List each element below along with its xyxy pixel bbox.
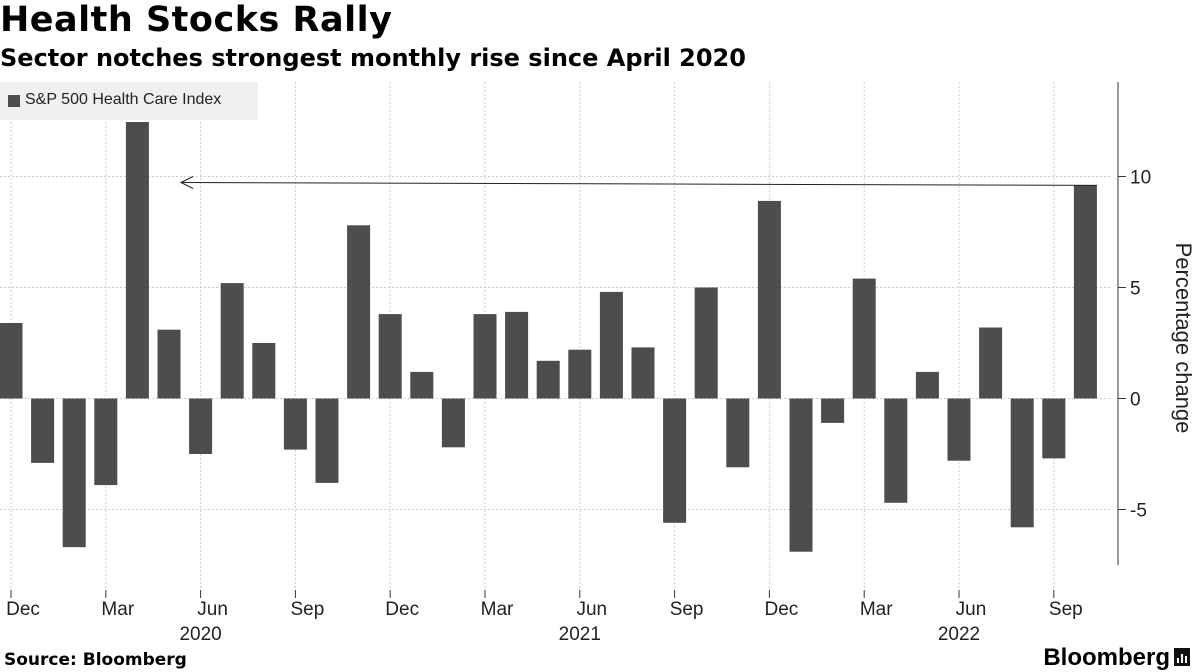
bar <box>220 283 244 399</box>
bar <box>347 225 371 399</box>
bar <box>1042 398 1066 459</box>
bar <box>757 200 781 399</box>
bar <box>410 371 434 399</box>
bar <box>283 398 307 450</box>
x-tick-label: Sep <box>670 599 704 620</box>
bar <box>378 314 402 399</box>
bar <box>979 327 1003 399</box>
y-tick-label: 10 <box>1130 168 1151 189</box>
x-year-label: 2020 <box>179 624 221 645</box>
bar <box>631 347 655 399</box>
legend-swatch <box>8 95 20 107</box>
x-year-label: 2022 <box>938 624 980 645</box>
bar <box>505 311 529 399</box>
bar <box>694 287 718 399</box>
y-axis-title: Percentage change <box>1171 243 1196 434</box>
x-tick-label: Jun <box>956 599 987 620</box>
x-tick-label: Dec <box>385 599 419 620</box>
bar <box>789 398 813 552</box>
bar <box>915 371 939 399</box>
y-tick-label: 5 <box>1130 279 1141 300</box>
bar <box>821 398 845 423</box>
x-tick-label: Jun <box>197 599 228 620</box>
legend-label: S&P 500 Health Care Index <box>25 91 222 108</box>
source-note: Source: Bloomberg <box>4 650 187 670</box>
annotation-arrowhead <box>179 176 194 189</box>
chart-title: Health Stocks Rally <box>0 0 393 40</box>
chart-legend: S&P 500 Health Care Index <box>0 82 258 120</box>
x-tick-label: Dec <box>765 599 799 620</box>
x-tick-label: Mar <box>101 599 134 620</box>
x-tick-label: Dec <box>6 599 40 620</box>
bar <box>252 343 276 399</box>
bar <box>441 398 465 448</box>
bar <box>0 323 23 399</box>
bar <box>947 398 971 461</box>
bar <box>536 360 560 399</box>
bloomberg-terminal-icon <box>1174 648 1190 666</box>
bar <box>1010 398 1034 528</box>
bar <box>852 278 876 399</box>
annotation-arrow-line <box>180 182 1097 186</box>
bar <box>125 122 149 399</box>
bar <box>663 398 687 523</box>
bar <box>884 398 908 503</box>
bloomberg-logo: Bloomberg <box>1043 644 1190 672</box>
bar <box>568 349 592 399</box>
bar <box>726 398 750 468</box>
bar <box>473 314 497 399</box>
x-tick-label: Mar <box>860 599 893 620</box>
x-tick-label: Jun <box>576 599 607 620</box>
bar <box>62 398 86 548</box>
x-tick-label: Sep <box>1049 599 1083 620</box>
x-tick-label: Sep <box>290 599 324 620</box>
bar <box>315 398 339 483</box>
bar <box>31 398 55 463</box>
brand-name: Bloomberg <box>1043 644 1170 671</box>
bar <box>157 329 181 399</box>
y-tick-label: 0 <box>1130 390 1141 411</box>
bar <box>94 398 118 486</box>
x-tick-label: Mar <box>481 599 514 620</box>
bar <box>189 398 213 454</box>
chart-subtitle: Sector notches strongest monthly rise si… <box>0 44 746 72</box>
bar <box>599 291 623 399</box>
x-year-label: 2021 <box>559 624 601 645</box>
bar <box>1073 185 1097 399</box>
y-tick-label: -5 <box>1130 501 1147 522</box>
